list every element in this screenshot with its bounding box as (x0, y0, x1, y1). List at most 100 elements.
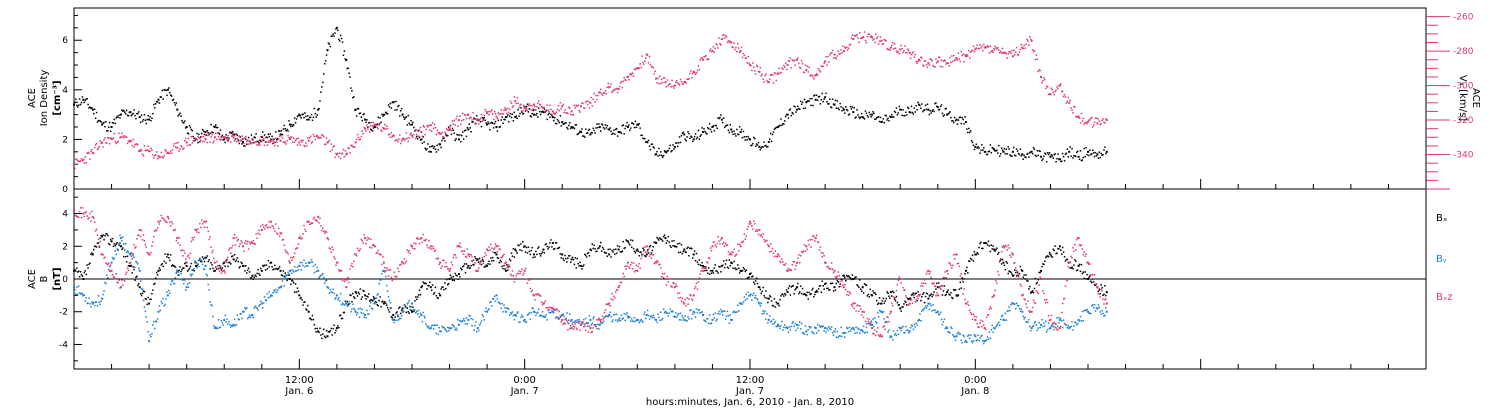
scatter-dot (366, 119, 368, 121)
scatter-dot (175, 277, 177, 279)
scatter-dot (874, 42, 876, 44)
scatter-dot (938, 282, 940, 284)
scatter-dot (904, 115, 906, 117)
scatter-dot (686, 136, 688, 138)
scatter-dot (728, 315, 730, 317)
scatter-dot (686, 320, 688, 322)
scatter-dot (407, 115, 409, 117)
data-point-bx (862, 286, 864, 288)
scatter-dot (314, 217, 316, 219)
data-point-ion-density (1078, 156, 1080, 158)
scatter-dot (1053, 329, 1055, 331)
scatter-dot (595, 127, 597, 129)
scatter-dot (90, 151, 92, 153)
scatter-dot (853, 278, 855, 280)
scatter-dot (720, 114, 722, 116)
scatter-dot (189, 282, 191, 284)
scatter-dot (372, 130, 374, 132)
data-point-by (702, 314, 704, 316)
scatter-dot (363, 113, 365, 115)
scatter-dot (232, 131, 234, 133)
scatter-dot (752, 143, 754, 145)
scatter-dot (934, 66, 936, 68)
scatter-dot (1020, 266, 1022, 268)
scatter-dot (344, 281, 346, 283)
scatter-dot (623, 133, 625, 135)
scatter-dot (873, 326, 875, 328)
scatter-dot (460, 141, 462, 143)
scatter-dot (669, 241, 671, 243)
scatter-dot (343, 278, 345, 280)
scatter-dot (782, 68, 784, 70)
scatter-dot (410, 244, 412, 246)
scatter-dot (648, 62, 650, 64)
scatter-dot (633, 248, 635, 250)
scatter-dot (970, 130, 972, 132)
scatter-dot (90, 220, 92, 222)
scatter-dot (274, 145, 276, 147)
scatter-dot (267, 293, 269, 295)
scatter-dot (820, 103, 822, 105)
scatter-dot (1080, 271, 1082, 273)
scatter-dot (108, 137, 110, 139)
scatter-dot (703, 266, 705, 268)
scatter-dot (546, 243, 548, 245)
scatter-dot (397, 268, 399, 270)
scatter-dot (1079, 320, 1081, 322)
scatter-dot (821, 292, 823, 294)
scatter-dot (217, 132, 219, 134)
scatter-dot (180, 273, 182, 275)
scatter-dot (538, 107, 540, 109)
data-point-vx (486, 112, 488, 114)
scatter-dot (465, 323, 467, 325)
scatter-dot (192, 130, 194, 132)
scatter-dot (724, 267, 726, 269)
scatter-dot (539, 253, 541, 255)
data-point-bx (496, 253, 498, 255)
scatter-dot (645, 57, 647, 59)
scatter-dot (328, 239, 330, 241)
scatter-dot (1082, 273, 1084, 275)
scatter-dot (241, 263, 243, 265)
scatter-dot (868, 112, 870, 114)
scatter-dot (731, 131, 733, 133)
scatter-dot (771, 141, 773, 143)
scatter-dot (805, 325, 807, 327)
scatter-dot (629, 244, 631, 246)
scatter-dot (490, 111, 492, 113)
xtick-sublabel: Jan. 6 (284, 386, 313, 397)
scatter-dot (588, 101, 590, 103)
scatter-dot (507, 108, 509, 110)
scatter-dot (243, 251, 245, 253)
scatter-dot (365, 298, 367, 300)
data-point-bz (430, 245, 432, 247)
scatter-dot (948, 112, 950, 114)
scatter-dot (1013, 147, 1015, 149)
scatter-dot (704, 131, 706, 133)
scatter-dot (754, 138, 756, 140)
scatter-dot (960, 282, 962, 284)
scatter-dot (100, 304, 102, 306)
scatter-dot (1000, 153, 1002, 155)
scatter-dot (193, 140, 195, 142)
scatter-dot (315, 116, 317, 118)
scatter-dot (1067, 101, 1069, 103)
scatter-dot (914, 324, 916, 326)
scatter-dot (388, 104, 390, 106)
scatter-dot (179, 244, 181, 246)
scatter-dot (1072, 329, 1074, 331)
scatter-dot (78, 271, 80, 273)
scatter-dot (268, 227, 270, 229)
scatter-dot (814, 94, 816, 96)
scatter-dot (246, 243, 248, 245)
scatter-dot (1002, 150, 1004, 152)
scatter-dot (827, 288, 829, 290)
scatter-dot (116, 273, 118, 275)
scatter-dot (650, 64, 652, 66)
scatter-dot (174, 283, 176, 285)
scatter-dot (121, 240, 123, 242)
scatter-dot (982, 340, 984, 342)
scatter-dot (626, 240, 628, 242)
scatter-dot (375, 127, 377, 129)
data-point-bz (514, 278, 516, 280)
